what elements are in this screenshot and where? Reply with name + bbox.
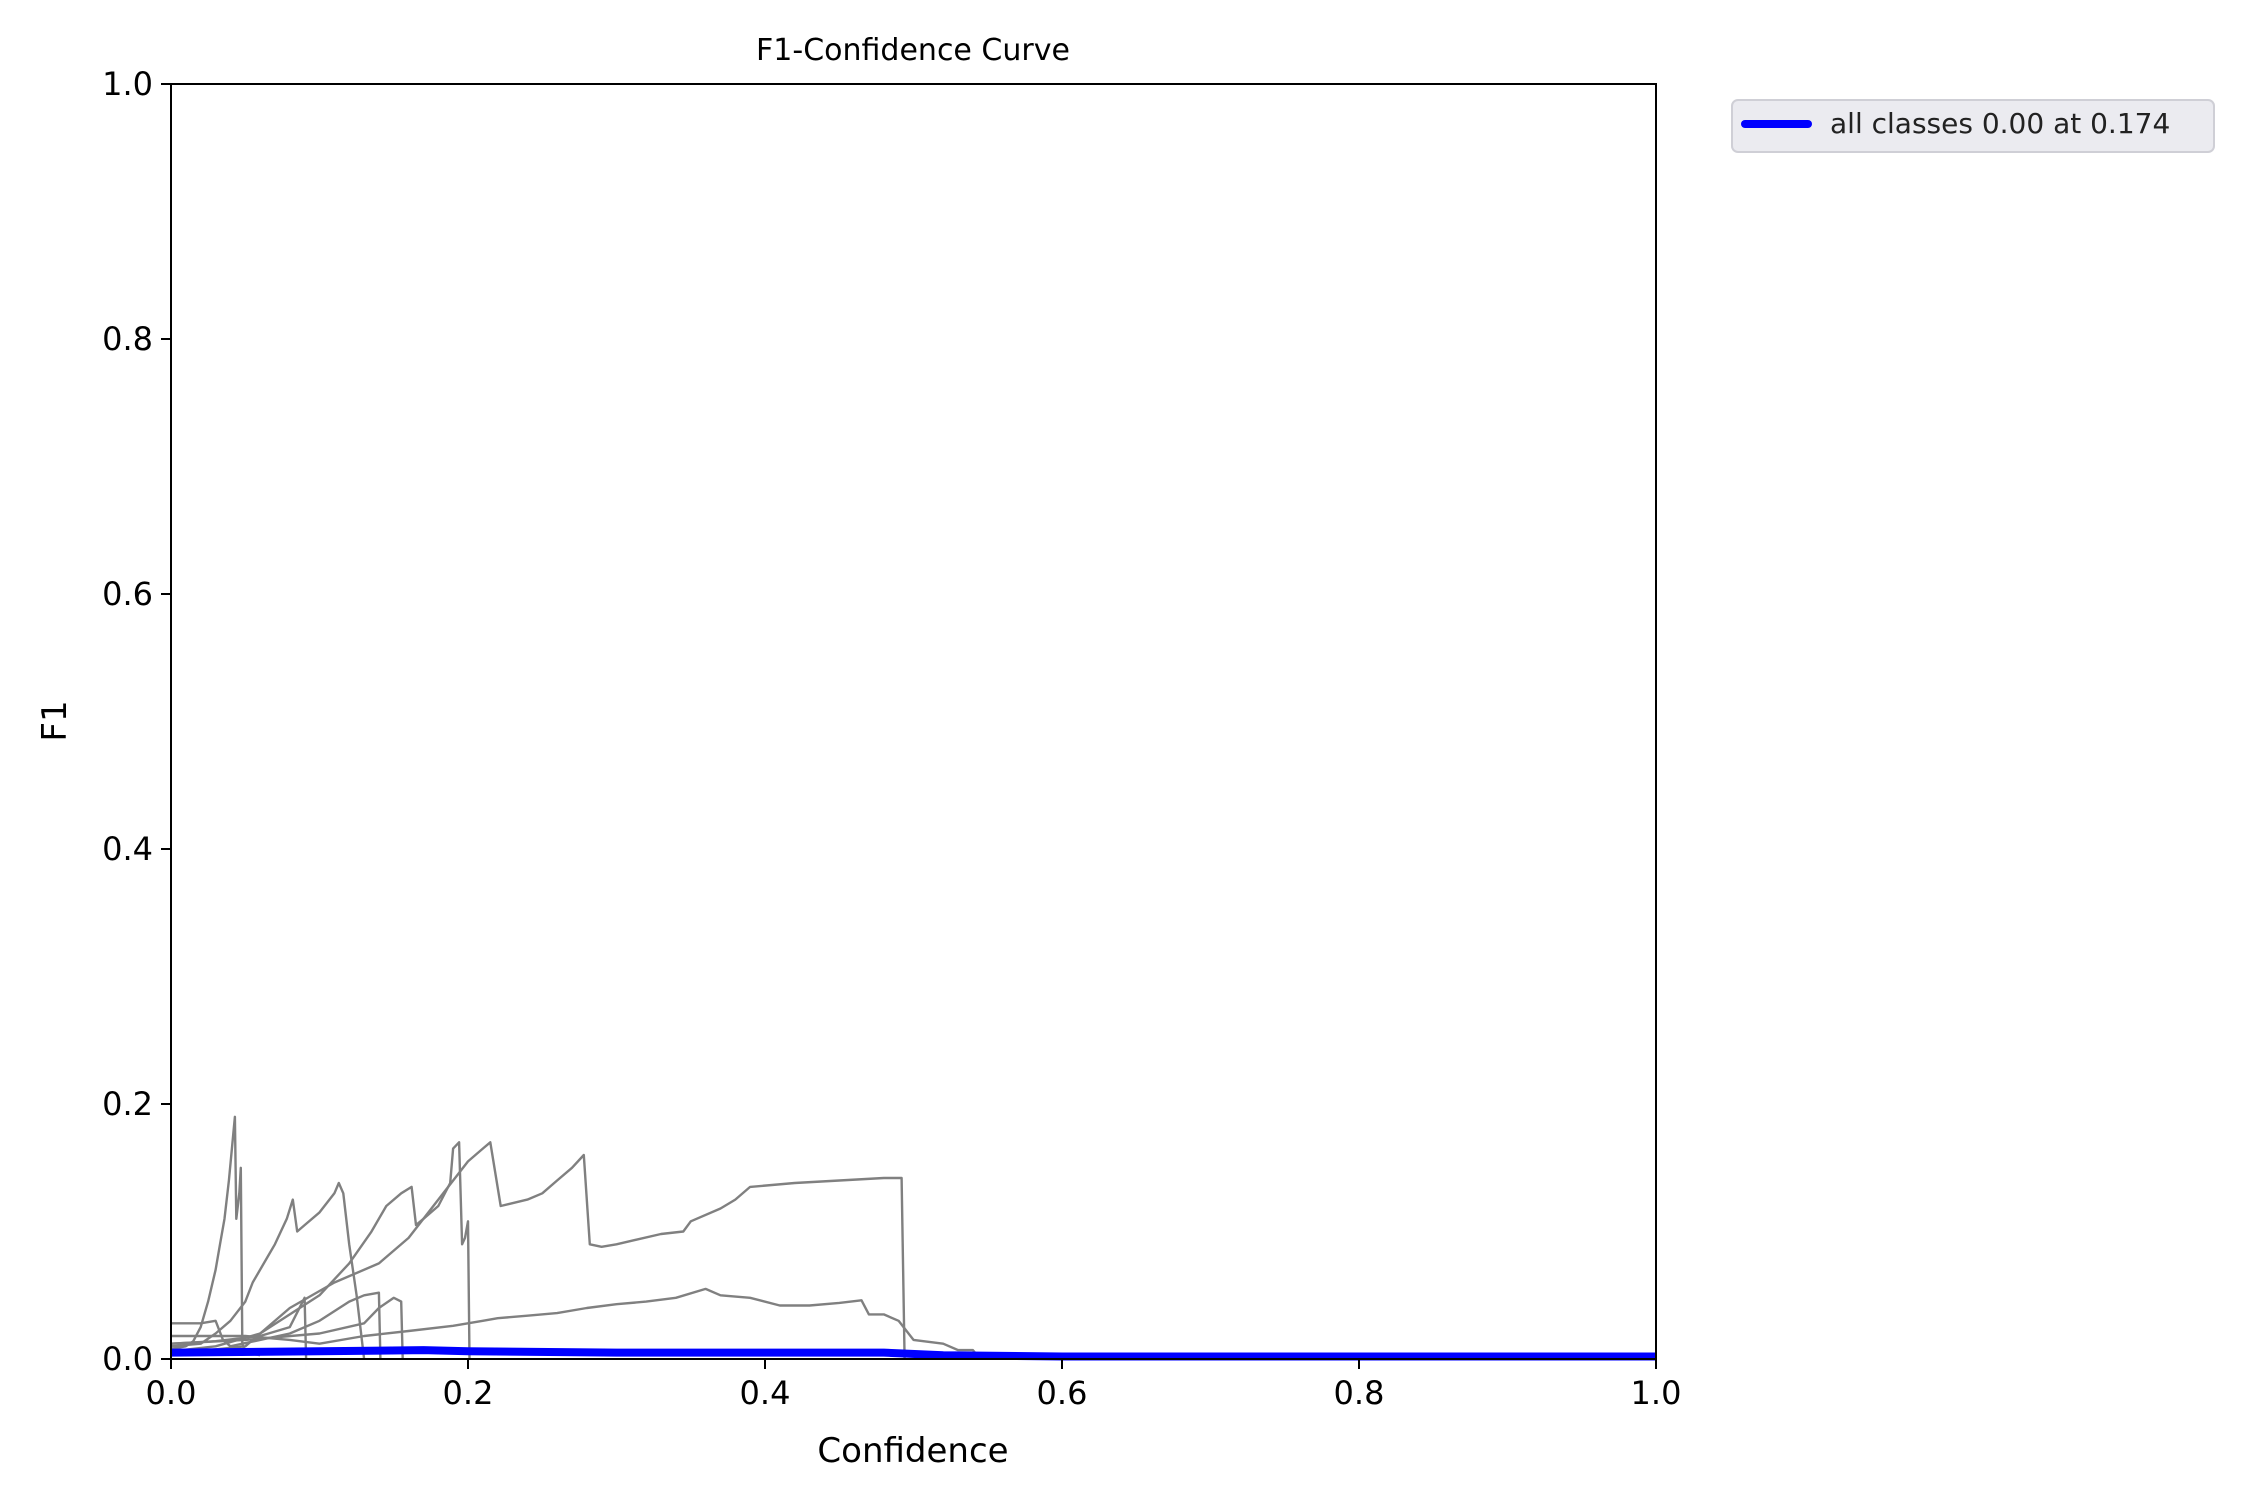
plot-frame [170,83,1657,1360]
y-tick-label: 0.6 [102,575,153,613]
legend-box [1731,99,2215,153]
y-tick-label: 0.0 [102,1340,153,1378]
chart-title: F1-Confidence Curve [756,33,1070,68]
y-axis-label: F1 [35,700,75,741]
series-line-class-3 [170,1141,471,1360]
series-line-class-8 [170,1296,404,1360]
series-line-class-1 [170,1115,261,1357]
x-tick-label: 0.8 [1334,1374,1385,1412]
series-line-class-4 [170,1141,906,1360]
series-line-class-2 [170,1181,366,1360]
x-axis: 0.0 0.2 0.4 0.6 0.8 1.0 [146,1359,1682,1412]
x-tick-label: 0.6 [1037,1374,1088,1412]
x-tick-label: 0.2 [443,1374,494,1412]
curves-group [170,1115,1656,1361]
y-tick-label: 1.0 [102,65,153,103]
y-axis: 0.0 0.2 0.4 0.6 0.8 1.0 [102,65,171,1378]
legend-entry-all-classes: all classes 0.00 at 0.174 [1830,107,2170,140]
legend: all classes 0.00 at 0.174 [1731,99,2215,153]
y-tick-label: 0.4 [102,830,153,868]
y-tick-label: 0.8 [102,320,153,358]
x-axis-label: Confidence [817,1431,1008,1471]
x-tick-label: 0.4 [740,1374,791,1412]
series-line-all-classes [170,1346,1656,1361]
x-tick-label: 0.0 [146,1374,197,1412]
plot-area: 0.0 0.2 0.4 0.6 0.8 1.0 0.0 0.2 0.4 0.6 0.8 1.0 [102,65,1681,1412]
y-tick-label: 0.2 [102,1085,153,1123]
x-tick-label: 1.0 [1631,1374,1682,1412]
plot-background [171,84,1656,1359]
